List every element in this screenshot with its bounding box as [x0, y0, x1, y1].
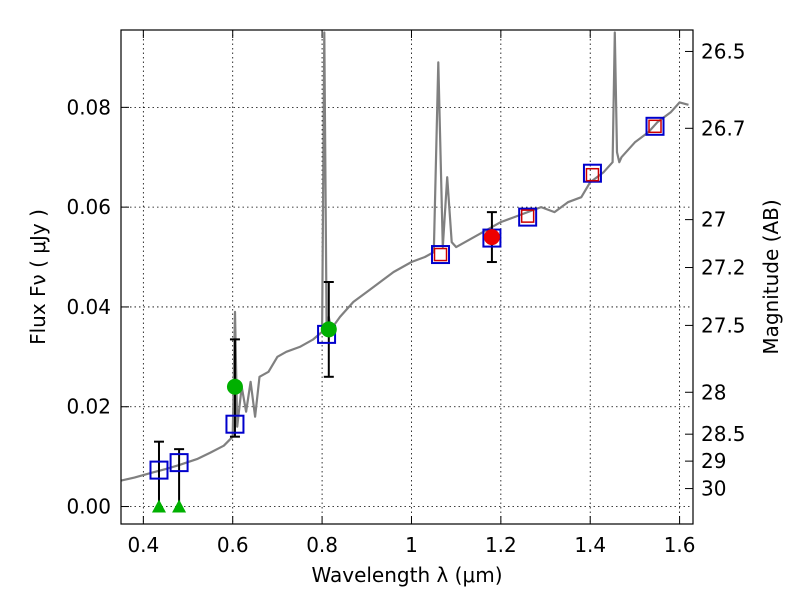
y-tick-label: 0.06 — [66, 195, 111, 219]
detection-point — [483, 229, 500, 246]
x-tick-label: 1.6 — [664, 533, 696, 557]
x-tick-label: 1.2 — [485, 533, 517, 557]
grid-lines — [121, 30, 693, 524]
y2-tick-label: 30 — [701, 477, 726, 501]
plot-layer — [121, 31, 689, 482]
synthetic-magnitude-square — [585, 167, 600, 182]
model-photometry-square — [431, 245, 451, 265]
x-tick-label: 0.4 — [127, 533, 159, 557]
synthetic-magnitude-square — [433, 247, 448, 262]
model-photometry-square — [225, 414, 245, 434]
marker-layer — [149, 116, 665, 513]
y-tick-label: 0.08 — [66, 95, 111, 119]
y-tick-label: 0.00 — [66, 495, 111, 519]
y-tick-label: 0.02 — [66, 395, 111, 419]
synthetic-magnitude-square — [648, 119, 662, 134]
detection-point — [226, 378, 243, 395]
synthetic-magnitude-square — [520, 209, 535, 223]
sed-model-line — [121, 31, 689, 482]
y2-tick-label: 26.5 — [701, 39, 746, 63]
x-tick-label: 1.4 — [574, 533, 606, 557]
detection-point — [320, 321, 337, 338]
upper-limit-triangle — [172, 499, 187, 513]
x-axis-title: Wavelength λ (μm) — [311, 563, 502, 587]
y2-tick-label: 27.2 — [701, 256, 746, 280]
y2-axis-title: Magnitude (AB) — [759, 199, 783, 354]
model-photometry-square — [582, 163, 602, 183]
x-tick-label: 0.6 — [217, 533, 249, 557]
y2-tick-label: 28.5 — [701, 422, 746, 446]
x-tick-label: 0.8 — [306, 533, 338, 557]
y2-tick-label: 26.7 — [701, 116, 746, 140]
y-tick-label: 0.04 — [66, 295, 111, 319]
upper-limit-triangle — [151, 499, 166, 513]
plot-area-background — [121, 30, 693, 524]
model-photometry-square — [149, 460, 169, 480]
y-axis-title: Flux Fν ( μJy ) — [26, 209, 50, 345]
y2-tick-label: 29 — [701, 449, 726, 473]
model-photometry-square — [518, 207, 538, 227]
x-tick-label: 1 — [405, 533, 418, 557]
axis-layer: 0.4 0.6 0.8 1 1.2 1.4 1.6 0.00 0.02 0.04 0.06 0.08 2… — [66, 30, 746, 557]
y2-tick-label: 27.5 — [701, 313, 746, 337]
plot-frame — [120, 29, 694, 525]
model-photometry-square — [169, 453, 189, 473]
model-photometry-square — [645, 116, 665, 136]
y2-tick-label: 28 — [701, 380, 726, 404]
y2-tick-label: 27 — [701, 208, 726, 232]
